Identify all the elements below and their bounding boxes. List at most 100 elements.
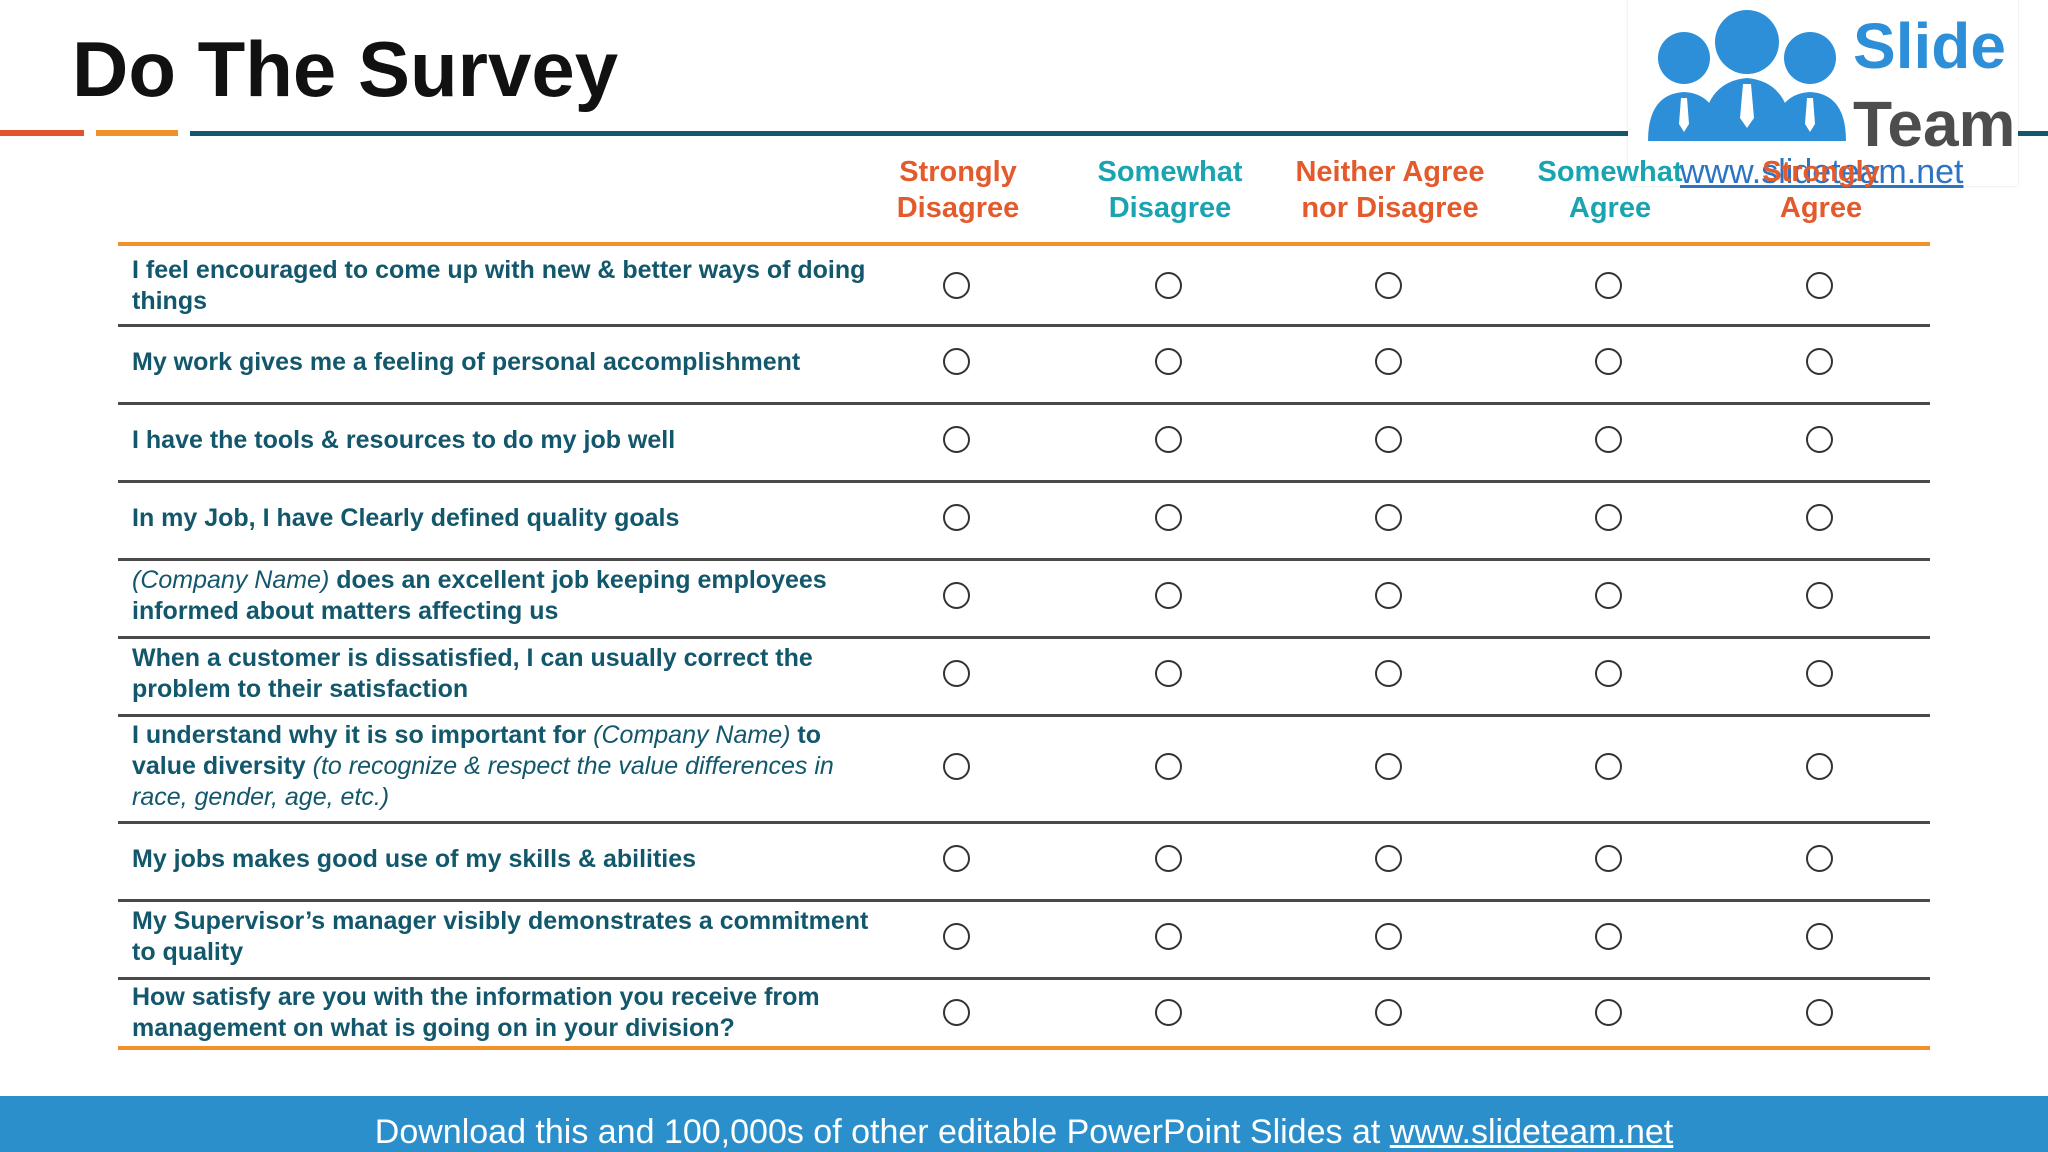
survey-row: I feel encouraged to come up with new & …	[118, 249, 1930, 323]
survey-row: My Supervisor’s manager visibly demonstr…	[118, 898, 1930, 976]
question-part: When a customer is dissatisfied, I can u…	[132, 644, 813, 703]
radio-option-1[interactable]	[943, 426, 970, 453]
radio-option-2[interactable]	[1155, 923, 1182, 950]
radio-option-1[interactable]	[943, 999, 970, 1026]
survey-row: (Company Name) does an excellent job kee…	[118, 557, 1930, 635]
column-header-line1: Strongly	[1762, 156, 1880, 188]
radio-option-4[interactable]	[1595, 660, 1622, 687]
radio-option-3[interactable]	[1375, 999, 1402, 1026]
radio-option-2[interactable]	[1155, 426, 1182, 453]
radio-option-3[interactable]	[1375, 923, 1402, 950]
radio-option-5[interactable]	[1806, 660, 1833, 687]
radio-option-5[interactable]	[1806, 845, 1833, 872]
column-header-1: Strongly Disagree	[858, 154, 1058, 226]
radio-option-4[interactable]	[1595, 845, 1622, 872]
download-banner: Download this and 100,000s of other edit…	[0, 1096, 2048, 1152]
radio-option-5[interactable]	[1806, 348, 1833, 375]
radio-option-2[interactable]	[1155, 504, 1182, 531]
column-header-line1: Neither Agree	[1295, 156, 1485, 188]
radio-option-4[interactable]	[1595, 504, 1622, 531]
question-part: I have the tools & resources to do my jo…	[132, 425, 676, 454]
radio-option-1[interactable]	[943, 348, 970, 375]
column-header-5: Strongly Agree	[1721, 154, 1921, 226]
column-header-line1: Strongly	[899, 156, 1017, 188]
title-accent-red	[0, 130, 84, 136]
people-icon	[1648, 10, 1846, 141]
radio-option-2[interactable]	[1155, 999, 1182, 1026]
row-divider	[118, 480, 1930, 483]
question-text: My Supervisor’s manager visibly demonstr…	[132, 898, 872, 976]
column-header-line2: Agree	[1568, 192, 1652, 224]
question-part: I understand why it is so important for	[132, 721, 594, 749]
radio-option-3[interactable]	[1375, 348, 1402, 375]
radio-option-1[interactable]	[943, 660, 970, 687]
radio-option-1[interactable]	[943, 582, 970, 609]
radio-option-4[interactable]	[1595, 999, 1622, 1026]
question-part: I feel encouraged to come up with new & …	[132, 256, 866, 315]
radio-option-3[interactable]	[1375, 504, 1402, 531]
logo-url-link[interactable]: www.slideteam.net	[1680, 153, 1964, 191]
column-header-4: Somewhat Agree	[1510, 154, 1710, 226]
radio-option-5[interactable]	[1806, 272, 1833, 299]
radio-option-5[interactable]	[1806, 999, 1833, 1026]
row-divider	[118, 899, 1930, 902]
radio-option-2[interactable]	[1155, 753, 1182, 780]
logo-word-team: Team	[1853, 88, 2016, 160]
question-italic-part: (Company Name)	[132, 566, 330, 594]
question-part: How satisfy are you with the information…	[132, 983, 820, 1042]
radio-option-1[interactable]	[943, 753, 970, 780]
question-text: My work gives me a feeling of personal a…	[132, 323, 872, 401]
question-text: (Company Name) does an excellent job kee…	[132, 557, 872, 635]
radio-option-2[interactable]	[1155, 660, 1182, 687]
radio-option-5[interactable]	[1806, 923, 1833, 950]
radio-option-5[interactable]	[1806, 426, 1833, 453]
radio-option-4[interactable]	[1595, 272, 1622, 299]
radio-option-4[interactable]	[1595, 582, 1622, 609]
radio-option-4[interactable]	[1595, 923, 1622, 950]
radio-option-3[interactable]	[1375, 426, 1402, 453]
column-header-line1: Somewhat	[1537, 156, 1683, 188]
row-divider	[118, 558, 1930, 561]
radio-option-3[interactable]	[1375, 845, 1402, 872]
column-header-line2: nor Disagree	[1301, 192, 1479, 224]
question-part: My Supervisor’s manager visibly demonstr…	[132, 907, 869, 966]
radio-option-1[interactable]	[943, 845, 970, 872]
radio-option-5[interactable]	[1806, 753, 1833, 780]
survey-row: My work gives me a feeling of personal a…	[118, 323, 1930, 401]
radio-option-1[interactable]	[943, 272, 970, 299]
column-header-line2: Agree	[1779, 192, 1863, 224]
radio-option-1[interactable]	[943, 504, 970, 531]
column-header-2: Somewhat Disagree	[1070, 154, 1270, 226]
column-header-3: Neither Agree nor Disagree	[1290, 154, 1490, 226]
question-italic-part: (to recognize & respect the value differ…	[132, 752, 834, 811]
radio-option-4[interactable]	[1595, 753, 1622, 780]
radio-option-3[interactable]	[1375, 582, 1402, 609]
radio-option-3[interactable]	[1375, 660, 1402, 687]
radio-option-3[interactable]	[1375, 272, 1402, 299]
footer-text: Download this and 100,000s of other edit…	[374, 1113, 1390, 1151]
radio-option-2[interactable]	[1155, 272, 1182, 299]
header-divider	[118, 242, 1930, 246]
radio-option-2[interactable]	[1155, 348, 1182, 375]
footer-link[interactable]: www.slideteam.net	[1389, 1113, 1674, 1151]
survey-row: When a customer is dissatisfied, I can u…	[118, 635, 1930, 713]
radio-option-5[interactable]	[1806, 504, 1833, 531]
radio-option-5[interactable]	[1806, 582, 1833, 609]
title-underline	[190, 131, 2048, 136]
question-part: does an excellent job keeping employees …	[132, 566, 827, 625]
radio-option-2[interactable]	[1155, 845, 1182, 872]
column-header-line2: Disagree	[1108, 192, 1232, 224]
survey-row: I have the tools & resources to do my jo…	[118, 401, 1930, 479]
radio-option-3[interactable]	[1375, 753, 1402, 780]
question-text: I understand why it is so important for …	[132, 713, 872, 820]
row-divider	[118, 714, 1930, 717]
radio-option-2[interactable]	[1155, 582, 1182, 609]
column-header-line2: Disagree	[896, 192, 1020, 224]
row-divider	[118, 324, 1930, 327]
radio-option-4[interactable]	[1595, 426, 1622, 453]
question-text: I have the tools & resources to do my jo…	[132, 401, 872, 479]
radio-option-1[interactable]	[943, 923, 970, 950]
radio-option-4[interactable]	[1595, 348, 1622, 375]
question-text: How satisfy are you with the information…	[132, 976, 872, 1050]
row-divider	[118, 636, 1930, 639]
